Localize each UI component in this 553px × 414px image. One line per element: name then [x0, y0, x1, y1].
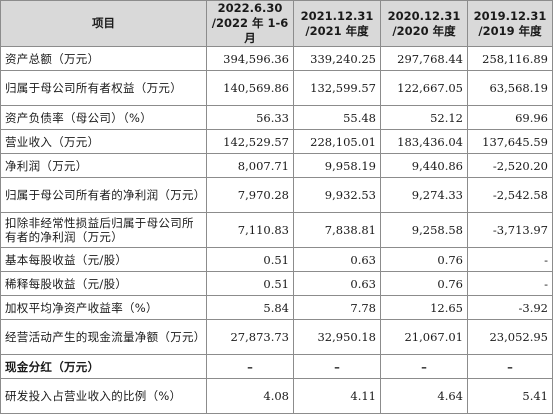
row-label: 现金分红（万元） — [0, 354, 207, 379]
cell-value: – — [467, 354, 553, 379]
header-item: 项目 — [0, 0, 207, 47]
row-label: 归属于母公司所有者权益（万元） — [0, 70, 207, 106]
cell-value: 394,596.36 — [206, 46, 294, 71]
header-date: 2020.12.31 — [387, 8, 461, 23]
header-row: 项目 2022.6.30/2022 年 1-6 月 2021.12.31/202… — [0, 0, 553, 47]
cell-value: 0.76 — [380, 271, 468, 296]
row-label: 净利润（万元） — [0, 153, 207, 178]
cell-value: 4.64 — [380, 378, 468, 414]
table-row-roe: 加权平均净资产收益率（%） 5.84 7.78 12.65 -3.92 — [0, 295, 553, 320]
header-2020: 2020.12.31/2020 年度 — [380, 0, 468, 47]
cell-value: 52.12 — [380, 105, 468, 130]
cell-value: -2,542.58 — [467, 177, 553, 213]
table-row-parent-equity: 归属于母公司所有者权益（万元） 140,569.86 132,599.57 12… — [0, 70, 553, 106]
cell-value: – — [293, 354, 381, 379]
row-label: 经营活动产生的现金流量净额（万元） — [0, 319, 207, 355]
cell-value: 4.11 — [293, 378, 381, 414]
table-row-revenue: 营业收入（万元） 142,529.57 228,105.01 183,436.0… — [0, 129, 553, 154]
cell-value: -3.92 — [467, 295, 553, 320]
header-2019: 2019.12.31/2019 年度 — [467, 0, 553, 47]
header-2022h1: 2022.6.30/2022 年 1-6 月 — [206, 0, 294, 47]
cell-value: 4.08 — [206, 378, 294, 414]
cell-value: 7,838.81 — [293, 212, 381, 248]
cell-value: 0.76 — [380, 247, 468, 272]
cell-value: -2,520.20 — [467, 153, 553, 178]
cell-value: 339,240.25 — [293, 46, 381, 71]
header-period: /2020 年度 — [392, 23, 456, 38]
cell-value: 0.51 — [206, 271, 294, 296]
table-row-total-assets: 资产总额（万元） 394,596.36 339,240.25 297,768.4… — [0, 46, 553, 71]
header-period: /2022 年 1-6 月 — [211, 16, 289, 45]
header-period: /2019 年度 — [478, 23, 542, 38]
cell-value: 132,599.57 — [293, 70, 381, 106]
row-label: 基本每股收益（元/股） — [0, 247, 207, 272]
header-date: 2021.12.31 — [300, 8, 374, 23]
row-label: 资产总额（万元） — [0, 46, 207, 71]
cell-value: 0.51 — [206, 247, 294, 272]
row-label: 营业收入（万元） — [0, 129, 207, 154]
cell-value: 140,569.86 — [206, 70, 294, 106]
row-label: 归属于母公司所有者的净利润（万元） — [0, 177, 207, 213]
header-date: 2022.6.30 — [217, 1, 283, 15]
header-period: /2021 年度 — [305, 23, 369, 38]
cell-value: 12.65 — [380, 295, 468, 320]
cell-value: 9,958.19 — [293, 153, 381, 178]
cell-value: 9,258.58 — [380, 212, 468, 248]
header-item-label: 项目 — [92, 16, 115, 30]
cell-value: - — [467, 271, 553, 296]
table-row-basic-eps: 基本每股收益（元/股） 0.51 0.63 0.76 - — [0, 247, 553, 272]
cell-value: 8,007.71 — [206, 153, 294, 178]
cell-value: 7,110.83 — [206, 212, 294, 248]
table-row-adjusted-net-profit: 扣除非经常性损益后归属于母公司所有者的净利润（万元） 7,110.83 7,83… — [0, 212, 553, 248]
table-row-rd-ratio: 研发投入占营业收入的比例（%） 4.08 4.11 4.64 5.41 — [0, 378, 553, 414]
cell-value: 9,274.33 — [380, 177, 468, 213]
cell-value: 63,568.19 — [467, 70, 553, 106]
cell-value: 183,436.04 — [380, 129, 468, 154]
header-2021: 2021.12.31/2021 年度 — [293, 0, 381, 47]
cell-value: 32,950.18 — [293, 319, 381, 355]
cell-value: 122,667.05 — [380, 70, 468, 106]
cell-value: 27,873.73 — [206, 319, 294, 355]
cell-value: 69.96 — [467, 105, 553, 130]
table-row-operating-cash-flow: 经营活动产生的现金流量净额（万元） 27,873.73 32,950.18 21… — [0, 319, 553, 355]
cell-value: 7,970.28 — [206, 177, 294, 213]
cell-value: 55.48 — [293, 105, 381, 130]
cell-value: 297,768.44 — [380, 46, 468, 71]
cell-value: 23,052.95 — [467, 319, 553, 355]
cell-value: – — [206, 354, 294, 379]
cell-value: 0.63 — [293, 247, 381, 272]
row-label: 扣除非经常性损益后归属于母公司所有者的净利润（万元） — [0, 212, 207, 248]
table-row-debt-ratio: 资产负债率（母公司）（%） 56.33 55.48 52.12 69.96 — [0, 105, 553, 130]
table-row-diluted-eps: 稀释每股收益（元/股） 0.51 0.63 0.76 - — [0, 271, 553, 296]
row-label: 稀释每股收益（元/股） — [0, 271, 207, 296]
table-row-net-profit: 净利润（万元） 8,007.71 9,958.19 9,440.86 -2,52… — [0, 153, 553, 178]
table-row-cash-dividend: 现金分红（万元） – – – – — [0, 354, 553, 379]
row-label: 研发投入占营业收入的比例（%） — [0, 378, 207, 414]
cell-value: 0.63 — [293, 271, 381, 296]
table-row-parent-net-profit: 归属于母公司所有者的净利润（万元） 7,970.28 9,932.53 9,27… — [0, 177, 553, 213]
cell-value: 5.84 — [206, 295, 294, 320]
cell-value: 9,932.53 — [293, 177, 381, 213]
cell-value: -3,713.97 — [467, 212, 553, 248]
cell-value: 56.33 — [206, 105, 294, 130]
cell-value: 5.41 — [467, 378, 553, 414]
cell-value: 142,529.57 — [206, 129, 294, 154]
cell-value: 9,440.86 — [380, 153, 468, 178]
cell-value: 258,116.89 — [467, 46, 553, 71]
header-date: 2019.12.31 — [473, 8, 547, 23]
row-label: 加权平均净资产收益率（%） — [0, 295, 207, 320]
row-label: 资产负债率（母公司）（%） — [0, 105, 207, 130]
cell-value: 228,105.01 — [293, 129, 381, 154]
cell-value: 21,067.01 — [380, 319, 468, 355]
cell-value: 137,645.59 — [467, 129, 553, 154]
cell-value: 7.78 — [293, 295, 381, 320]
cell-value: - — [467, 247, 553, 272]
cell-value: – — [380, 354, 468, 379]
